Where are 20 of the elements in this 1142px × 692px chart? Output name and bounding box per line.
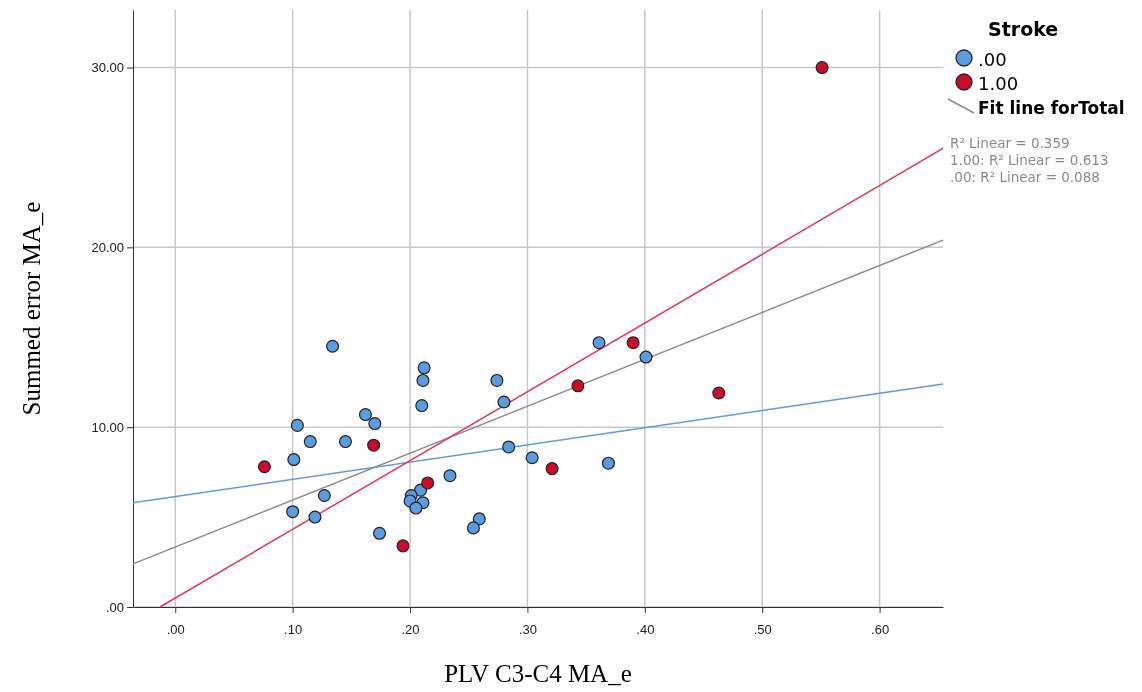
x-tick-label: .30: [518, 622, 537, 638]
x-tick-label: .10: [284, 622, 303, 638]
legend-label: .00: [978, 49, 1007, 70]
x-tick-label: .00: [166, 622, 185, 638]
x-tick-label: .20: [401, 622, 420, 638]
x-tick-label: .50: [753, 622, 772, 638]
text: R² Linear = 0.359: [950, 135, 1070, 151]
y-tick-label: 20.00: [91, 240, 124, 256]
legend-label: 1.00: [978, 73, 1019, 94]
text: .00: R² Linear = 0.088: [950, 169, 1100, 185]
legend-title: Stroke: [988, 18, 1059, 40]
x-tick-label: .40: [636, 622, 655, 638]
legend-label: Fit line forTotal: [978, 98, 1125, 118]
y-tick-label: .00: [105, 599, 124, 615]
text: 1.00: R² Linear = 0.613: [950, 152, 1109, 168]
y-tick-label: 30.00: [91, 60, 124, 76]
x-tick-label: .60: [871, 622, 890, 638]
x-axis-title: PLV C3-C4 MA_e: [444, 660, 632, 687]
y-tick-label: 10.00: [91, 419, 124, 435]
y-axis-title: Summed error MA_e: [18, 201, 45, 416]
